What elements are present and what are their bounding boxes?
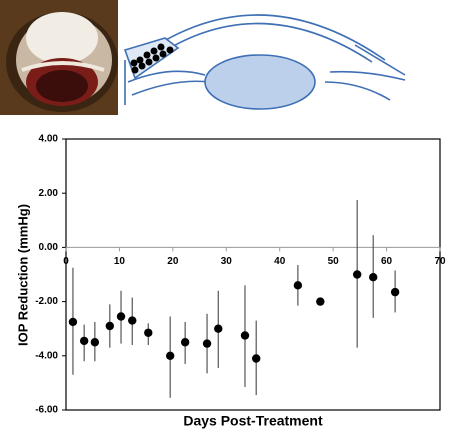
plot-frame (65, 138, 441, 411)
data-point (252, 354, 261, 363)
data-point (316, 297, 325, 306)
data-point (390, 287, 400, 297)
y-axis-label: IOP Reduction (mmHg) (15, 204, 30, 346)
y-tick-label: 2.00 (39, 188, 59, 199)
data-point (369, 273, 378, 282)
x-tick-label: 70 (434, 256, 446, 267)
data-point (128, 316, 137, 325)
data-point (68, 317, 78, 327)
data-point (202, 339, 212, 348)
eye-diagram (123, 14, 406, 110)
data-point (105, 321, 115, 331)
data-point (144, 328, 153, 337)
y-tick-label: -6.00 (35, 405, 58, 416)
data-point (293, 281, 303, 290)
y-tick-label: 4.00 (39, 134, 59, 145)
x-axis-label: Days Post-Treatment (183, 413, 323, 429)
y-tick-label: 0.00 (39, 242, 59, 253)
data-point (180, 338, 190, 347)
x-tick-label: 40 (274, 256, 286, 267)
data-point (214, 324, 223, 333)
eye-photo (0, 0, 118, 115)
y-tick-label: -4.00 (35, 350, 58, 361)
y-tick-label: -2.00 (35, 296, 58, 307)
data-point (240, 331, 250, 340)
data-point (352, 270, 362, 279)
x-tick-label: 30 (221, 256, 233, 267)
data-point (90, 338, 100, 347)
x-tick-label: 20 (167, 256, 179, 267)
data-point (165, 351, 175, 360)
x-tick-label: 10 (114, 256, 126, 267)
data-point (116, 312, 126, 321)
x-tick-label: 50 (328, 256, 340, 267)
data-point (79, 336, 89, 346)
x-tick-label: 0 (63, 256, 69, 267)
x-tick-label: 60 (381, 256, 393, 267)
